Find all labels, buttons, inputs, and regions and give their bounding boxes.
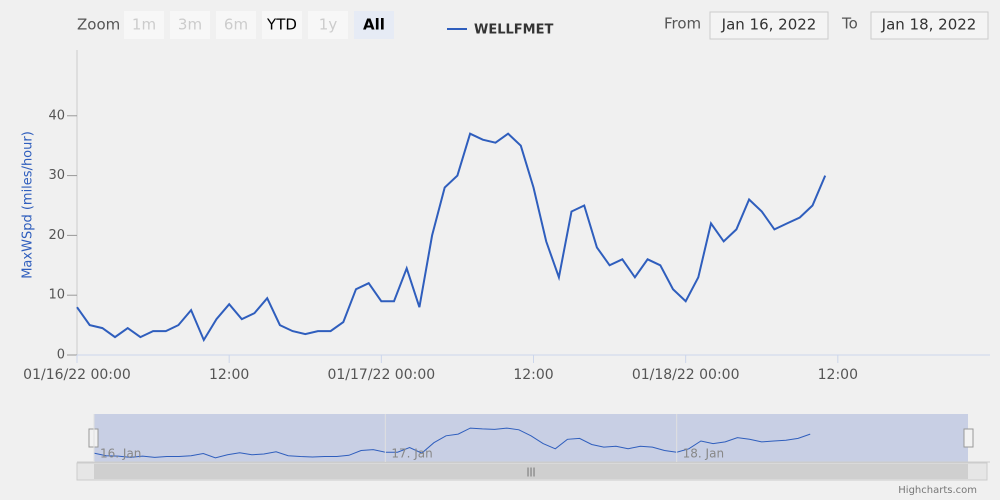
series-line: [76, 132, 827, 343]
zoom-button-label[interactable]: 6m: [224, 16, 248, 34]
navigator-label: 18. Jan: [683, 447, 724, 461]
from-value[interactable]: Jan 16, 2022: [721, 16, 817, 34]
x-tick-label: 12:00: [513, 367, 553, 383]
to-value[interactable]: Jan 18, 2022: [881, 16, 977, 34]
x-tick-label: 12:00: [209, 367, 249, 383]
legend-label[interactable]: WELLFMET: [474, 23, 553, 38]
y-tick-label: 40: [48, 108, 65, 123]
zoom-button[interactable]: [308, 11, 348, 39]
x-tick-label: 12:00: [818, 367, 858, 383]
y-tick-label: 20: [48, 228, 65, 243]
navigator-handle-right[interactable]: [963, 428, 974, 448]
zoom-button[interactable]: [124, 11, 164, 39]
y-tick-label: 0: [57, 348, 65, 363]
zoom-button-label[interactable]: All: [363, 16, 385, 34]
y-tick-label: 30: [48, 168, 65, 183]
zoom-button[interactable]: [354, 11, 394, 39]
x-tick-label: 01/18/22 00:00: [632, 367, 740, 383]
navigator-mask[interactable]: [94, 414, 968, 462]
zoom-button[interactable]: [262, 11, 302, 39]
x-tick-label: 01/17/22 00:00: [327, 367, 435, 383]
zoom-button-label[interactable]: 1m: [132, 16, 156, 34]
zoom-button[interactable]: [216, 11, 256, 39]
zoom-button-label[interactable]: 3m: [178, 16, 202, 34]
navigator-line: [93, 427, 811, 459]
x-tick-label: 01/16/22 00:00: [23, 367, 131, 383]
y-axis-title: MaxWSpd (miles/hour): [21, 131, 36, 279]
to-input[interactable]: [870, 11, 989, 40]
navigator-label: 17. Jan: [391, 447, 432, 461]
from-input[interactable]: [709, 11, 829, 40]
zoom-button-label[interactable]: 1y: [319, 16, 338, 34]
y-tick-label: 10: [48, 288, 65, 303]
credits[interactable]: Highcharts.com: [898, 485, 977, 496]
zoom-button-label[interactable]: YTD: [266, 16, 297, 34]
from-label: From: [664, 15, 701, 33]
scroll-grip: |||: [526, 468, 535, 478]
zoom-button[interactable]: [170, 11, 210, 39]
zoom-label: Zoom: [77, 16, 120, 34]
to-label: To: [841, 15, 858, 33]
navigator-label: 16. Jan: [100, 447, 141, 461]
scrollbar-thumb[interactable]: [94, 464, 968, 479]
